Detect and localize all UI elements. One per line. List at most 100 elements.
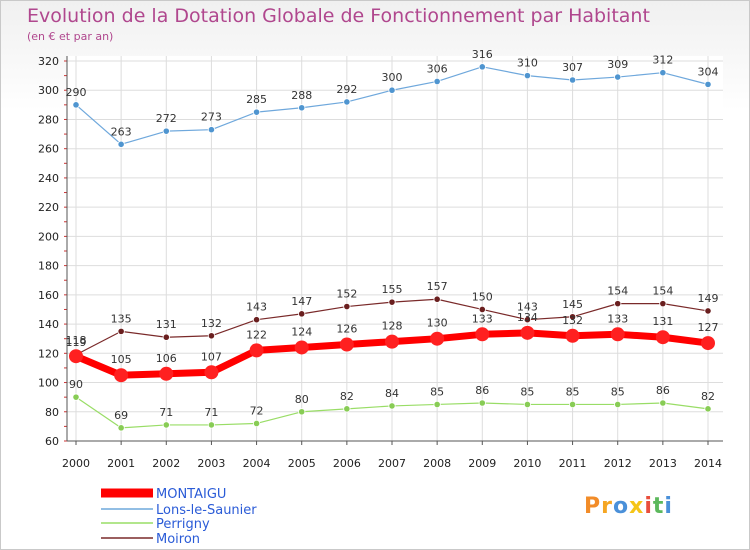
data-label-montaigu: 126 bbox=[336, 323, 357, 336]
data-point-montaigu bbox=[701, 336, 715, 351]
logo-letter: o bbox=[612, 494, 630, 519]
data-point-lons-le-saunier bbox=[478, 63, 486, 71]
data-point-lons-le-saunier bbox=[207, 126, 216, 134]
data-point-perrigny bbox=[117, 424, 125, 432]
data-point-perrigny bbox=[162, 421, 170, 429]
data-point-moiron bbox=[162, 333, 170, 341]
data-label-moiron: 135 bbox=[111, 312, 132, 325]
x-tick-label: 2006 bbox=[333, 457, 361, 470]
data-point-montaigu bbox=[249, 343, 264, 358]
data-label-perrigny: 86 bbox=[656, 384, 670, 397]
data-label-lons-le-saunier: 304 bbox=[698, 65, 719, 78]
data-label-montaigu: 132 bbox=[562, 314, 583, 327]
data-label-perrigny: 85 bbox=[430, 385, 444, 398]
data-point-moiron bbox=[568, 313, 577, 321]
y-tick-label: 180 bbox=[38, 260, 59, 273]
data-label-perrigny: 82 bbox=[701, 390, 715, 403]
data-point-perrigny bbox=[343, 405, 351, 413]
x-tick-label: 2009 bbox=[468, 457, 496, 470]
data-label-lons-le-saunier: 306 bbox=[427, 62, 448, 75]
y-tick-label: 140 bbox=[38, 318, 59, 331]
data-point-lons-le-saunier bbox=[523, 72, 532, 80]
y-tick-label: 220 bbox=[38, 201, 59, 214]
data-point-montaigu bbox=[475, 327, 490, 342]
data-label-montaigu: 128 bbox=[382, 320, 403, 333]
data-point-lons-le-saunier bbox=[72, 101, 80, 109]
data-label-montaigu: 130 bbox=[427, 317, 448, 330]
y-tick-label: 280 bbox=[38, 113, 59, 126]
logo-letter: r bbox=[601, 494, 613, 519]
x-tick-label: 2007 bbox=[378, 457, 406, 470]
y-tick-label: 60 bbox=[45, 435, 59, 448]
y-tick-label: 240 bbox=[38, 172, 59, 185]
proxiti-logo: Proxiti bbox=[584, 494, 673, 519]
data-point-moiron bbox=[704, 307, 712, 315]
chart-subtitle: (en € et par an) bbox=[27, 30, 114, 43]
data-label-lons-le-saunier: 310 bbox=[517, 57, 538, 70]
data-point-montaigu bbox=[430, 331, 445, 346]
data-label-perrigny: 71 bbox=[159, 406, 173, 419]
data-label-moiron: 147 bbox=[291, 295, 312, 308]
legend-label-lons-le-saunier: Lons-le-Saunier bbox=[156, 503, 257, 518]
data-point-lons-le-saunier bbox=[298, 104, 306, 112]
x-tick-label: 2000 bbox=[62, 457, 90, 470]
y-tick-label: 300 bbox=[38, 84, 59, 97]
data-point-moiron bbox=[252, 316, 261, 324]
data-point-lons-le-saunier bbox=[568, 76, 577, 84]
data-point-moiron bbox=[388, 298, 396, 306]
data-label-lons-le-saunier: 316 bbox=[472, 48, 493, 61]
data-label-moiron: 143 bbox=[246, 301, 267, 314]
data-point-lons-le-saunier bbox=[614, 73, 622, 81]
data-label-montaigu: 106 bbox=[156, 352, 177, 365]
data-label-lons-le-saunier: 272 bbox=[156, 112, 177, 125]
x-tick-label: 2005 bbox=[288, 457, 316, 470]
x-tick-label: 2011 bbox=[559, 457, 587, 470]
data-point-montaigu bbox=[294, 340, 309, 355]
data-label-moiron: 119 bbox=[66, 336, 87, 349]
data-point-perrigny bbox=[704, 405, 712, 413]
data-label-lons-le-saunier: 273 bbox=[201, 111, 222, 124]
data-label-moiron: 154 bbox=[652, 285, 673, 298]
data-point-moiron bbox=[343, 302, 351, 311]
data-label-montaigu: 127 bbox=[698, 321, 719, 334]
data-point-moiron bbox=[614, 300, 622, 308]
data-point-perrigny bbox=[659, 399, 667, 407]
data-point-perrigny bbox=[614, 400, 622, 409]
y-tick-label: 100 bbox=[38, 377, 59, 390]
data-point-moiron bbox=[659, 300, 667, 308]
data-point-perrigny bbox=[568, 400, 577, 409]
data-label-montaigu: 133 bbox=[472, 312, 493, 325]
data-point-perrigny bbox=[433, 400, 441, 409]
x-tick-label: 2003 bbox=[197, 457, 225, 470]
data-point-montaigu bbox=[655, 330, 670, 345]
logo-letter: t bbox=[652, 494, 665, 519]
data-label-montaigu: 133 bbox=[607, 312, 628, 325]
data-label-moiron: 149 bbox=[698, 292, 719, 305]
data-point-lons-le-saunier bbox=[117, 140, 125, 148]
y-tick-label: 160 bbox=[38, 289, 59, 302]
data-label-perrigny: 80 bbox=[295, 393, 309, 406]
data-label-perrigny: 86 bbox=[475, 384, 489, 397]
data-point-montaigu bbox=[114, 368, 129, 383]
data-label-lons-le-saunier: 285 bbox=[246, 93, 267, 106]
x-tick-label: 2010 bbox=[513, 457, 541, 470]
logo-letter: P bbox=[584, 494, 602, 519]
data-label-moiron: 157 bbox=[427, 280, 448, 293]
chart-title: Evolution de la Dotation Globale de Fonc… bbox=[27, 5, 650, 27]
data-point-moiron bbox=[523, 316, 532, 324]
y-tick-label: 80 bbox=[45, 406, 59, 419]
data-label-montaigu: 107 bbox=[201, 350, 222, 363]
x-tick-label: 2008 bbox=[423, 457, 451, 470]
data-point-perrigny bbox=[523, 400, 532, 409]
legend-label-perrigny: Perrigny bbox=[156, 517, 210, 532]
data-label-perrigny: 69 bbox=[114, 409, 128, 422]
data-label-perrigny: 85 bbox=[611, 385, 625, 398]
data-label-perrigny: 82 bbox=[340, 390, 354, 403]
y-tick-label: 320 bbox=[38, 55, 59, 68]
x-tick-label: 2004 bbox=[243, 457, 271, 470]
data-point-lons-le-saunier bbox=[433, 77, 441, 86]
legend-label-montaigu: MONTAIGU bbox=[156, 487, 226, 502]
y-tick-label: 260 bbox=[38, 143, 59, 156]
